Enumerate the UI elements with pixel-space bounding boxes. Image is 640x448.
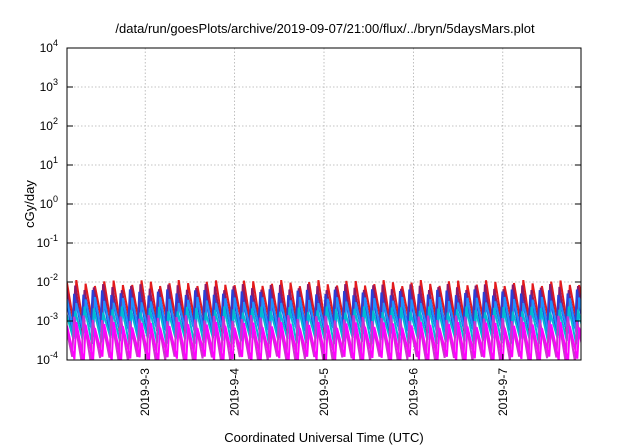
series-line (67, 306, 581, 345)
series-line (67, 314, 581, 360)
y-axis-label: cGy/day (22, 180, 37, 228)
y-tick-label: 102 (40, 116, 58, 133)
x-axis: 2019-9-3 2019-9-4 2019-9-5 2019-9-6 2019-9-7 (138, 354, 510, 416)
series-line (67, 321, 581, 360)
y-tick-label: 104 (40, 38, 58, 55)
chart-title: /data/run/goesPlots/archive/2019-09-07/2… (115, 21, 535, 36)
x-tick-label: 2019-9-3 (138, 368, 152, 416)
x-tick-label: 2019-9-5 (317, 368, 331, 416)
x-axis-label: Coordinated Universal Time (UTC) (224, 430, 423, 445)
y-tick-label: 10-2 (37, 272, 58, 289)
x-tick-label: 2019-9-7 (496, 368, 510, 416)
y-tick-label: 100 (40, 194, 58, 211)
y-tick-label: 10-4 (37, 350, 58, 367)
series-group (67, 279, 581, 360)
y-tick-label: 103 (40, 77, 58, 94)
plot-area (67, 279, 581, 360)
x-tick-label: 2019-9-4 (228, 368, 242, 416)
y-tick-label: 10-1 (37, 233, 58, 250)
y-tick-label: 10-3 (37, 311, 58, 328)
y-tick-label: 101 (40, 155, 58, 172)
x-tick-label: 2019-9-6 (406, 368, 420, 416)
y-axis: 104 103 102 101 100 10-1 10-2 10-3 10-4 (37, 38, 581, 367)
